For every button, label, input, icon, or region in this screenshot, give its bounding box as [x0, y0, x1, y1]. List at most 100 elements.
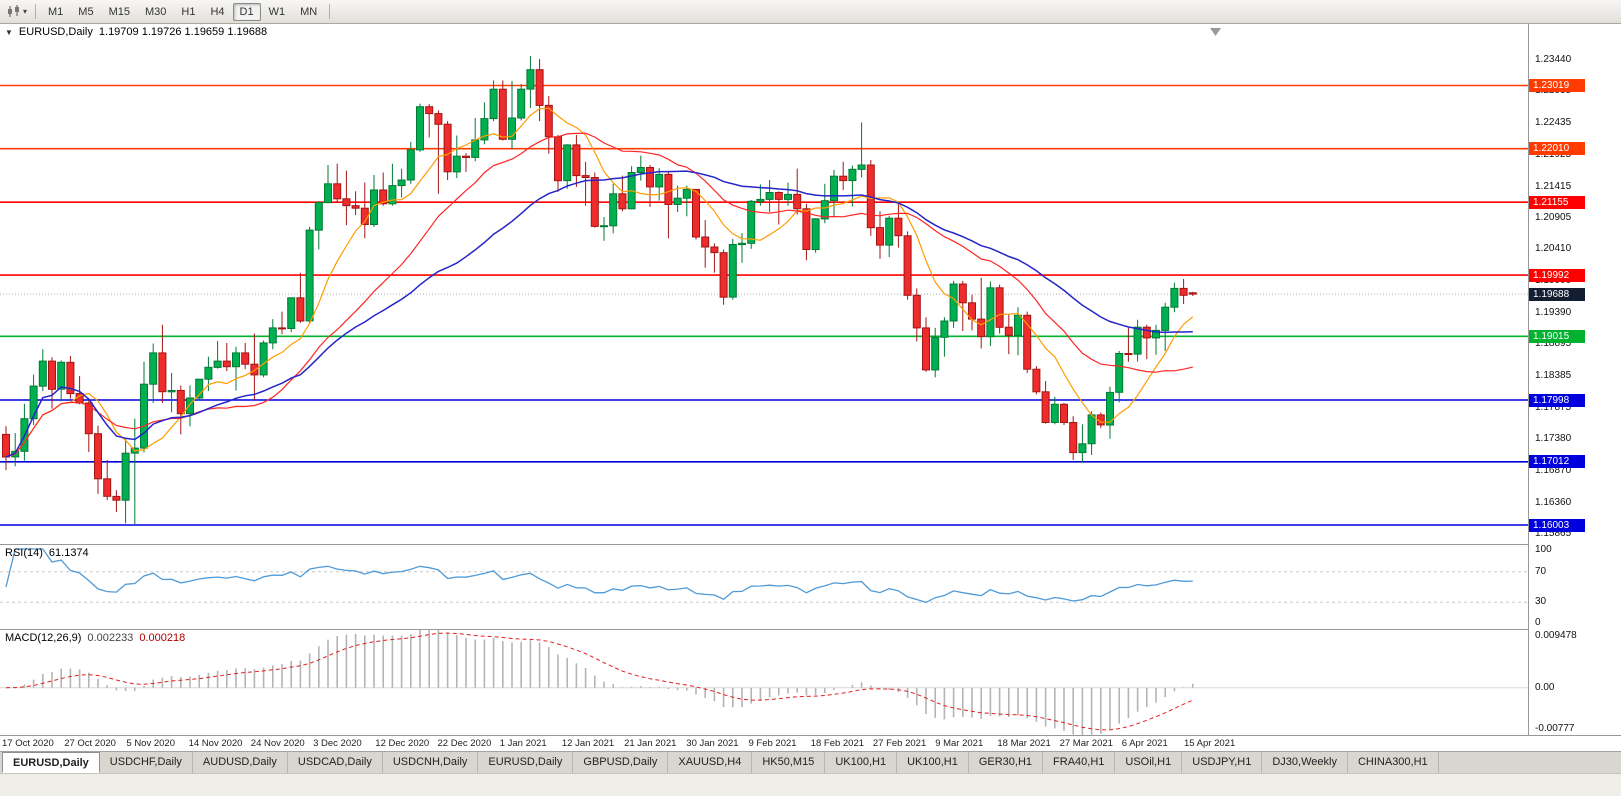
timeframe-button-w1[interactable]: W1 [268, 5, 286, 18]
hline-price-tag: 1.23019 [1529, 79, 1585, 92]
rsi-canvas[interactable] [0, 545, 1528, 629]
macd-axis-label: 0.009478 [1535, 630, 1577, 641]
price-axis-label: 1.18385 [1535, 370, 1572, 382]
time-axis[interactable]: 17 Oct 2020 27 Oct 2020 5 Nov 2020 14 Nov 2… [0, 735, 1621, 752]
timeframe-button-h4[interactable]: H4 [210, 5, 225, 18]
rsi-line [5, 548, 1193, 604]
toolbar-separator [35, 4, 37, 19]
rsi-axis-label: 0 [1535, 617, 1541, 628]
rsi-value: 61.1374 [48, 547, 89, 559]
hline-price-tag: 1.19015 [1529, 329, 1585, 343]
ma-slow-line [5, 170, 1193, 458]
chart-tab-china300-h1[interactable]: CHINA300,H1 [1348, 752, 1439, 773]
chart-tab-usdcnh-daily[interactable]: USDCNH,Daily [383, 752, 479, 773]
candles [2, 56, 1197, 524]
chart-type-icon[interactable] [5, 4, 23, 20]
timeframe-button-m1[interactable]: M1 [48, 5, 64, 18]
rsi-axis[interactable]: 100 70 30 0 [1528, 544, 1621, 629]
chart-title: ▼ EURUSD,Daily 1.19709 1.19726 1.19659 1… [5, 26, 267, 38]
macd-histogram [14, 630, 1194, 735]
chart-tab-gbpusd-daily[interactable]: GBPUSD,Daily [573, 752, 669, 773]
timeframe-button-mn[interactable]: MN [300, 5, 318, 18]
price-axis-label: 1.20410 [1535, 243, 1572, 255]
chart-tab-usdcad-daily[interactable]: USDCAD,Daily [288, 752, 383, 773]
date-axis-label: 6 Apr 2021 [1121, 738, 1168, 749]
status-strip [0, 773, 1621, 796]
chart-tab-uk100-h1[interactable]: UK100,H1 [825, 752, 898, 773]
date-axis-label: 18 Mar 2021 [997, 738, 1051, 749]
hline-price-tag: 1.22010 [1529, 142, 1585, 156]
chart-tab-ger30-h1[interactable]: GER30,H1 [969, 752, 1044, 773]
chart-tab-hk50-m15[interactable]: HK50,M15 [752, 752, 826, 773]
toolbar-separator [329, 4, 331, 19]
price-axis-label: 1.21415 [1535, 180, 1572, 192]
date-axis-label: 27 Oct 2020 [64, 738, 116, 749]
price-axis-label: 1.15865 [1535, 528, 1572, 540]
date-axis-label: 22 Dec 2020 [437, 738, 492, 749]
macd-signal-value: 0.000218 [139, 632, 186, 644]
macd-signal-line [5, 632, 1193, 731]
hline-price-tag: 1.21155 [1529, 195, 1585, 209]
chart-tab-dj30-weekly[interactable]: DJ30,Weekly [1262, 752, 1348, 773]
timeframe-toolbar: ▾ M1 M5 M15 M30 H1 H4 D1 W1 MN [0, 0, 1621, 24]
chart-tab-uk100-h1[interactable]: UK100,H1 [897, 752, 969, 773]
price-axis-label: 1.22435 [1535, 116, 1572, 128]
rsi-title: RSI(14) 61.1374 [5, 547, 89, 559]
price-axis-label: 1.19390 [1535, 307, 1572, 319]
macd-axis-label: -0.00777 [1535, 723, 1575, 734]
timeframe-button-d1[interactable]: D1 [232, 2, 261, 21]
rsi-axis-label: 70 [1535, 565, 1547, 577]
collapse-icon[interactable]: ▼ [5, 28, 13, 37]
timeframe-button-m30[interactable]: M30 [144, 5, 167, 18]
chart-tabbar: EURUSD,Daily USDCHF,Daily AUDUSD,Daily USDC… [0, 751, 1621, 773]
main-chart-panel: ▼ EURUSD,Daily 1.19709 1.19726 1.19659 1… [0, 24, 1528, 544]
timeframe-button-m15[interactable]: M15 [108, 5, 130, 18]
price-axis-label: 1.20905 [1535, 212, 1572, 224]
macd-canvas[interactable] [0, 630, 1528, 735]
rsi-label: RSI(14) [5, 547, 43, 559]
date-axis-label: 3 Dec 2020 [313, 738, 362, 749]
chart-symbol: EURUSD,Daily [18, 26, 93, 38]
price-axis-label: 1.17875 [1535, 402, 1572, 414]
date-axis-label: 21 Jan 2021 [624, 738, 677, 749]
hline-price-tag: 1.17012 [1529, 455, 1585, 469]
hline-price-tag: 1.16003 [1529, 518, 1585, 532]
chart-tab-xauusd-h4[interactable]: XAUUSD,H4 [668, 752, 753, 773]
macd-main-value: 0.002233 [87, 632, 134, 644]
price-axis-label: 1.16870 [1535, 465, 1572, 477]
chart-tab-usdjpy-h1[interactable]: USDJPY,H1 [1182, 752, 1263, 773]
chart-shift-marker-icon[interactable] [1210, 28, 1221, 36]
date-axis-label: 17 Oct 2020 [2, 738, 54, 749]
date-axis-label: 30 Jan 2021 [686, 738, 739, 749]
rsi-panel: RSI(14) 61.1374 [0, 544, 1528, 629]
rsi-axis-label: 30 [1535, 596, 1547, 608]
timeframe-button-h1[interactable]: H1 [181, 5, 196, 18]
chart-tab-eurusd-daily[interactable]: EURUSD,Daily [478, 752, 574, 773]
price-axis-label: 1.18895 [1535, 338, 1572, 350]
date-axis-label: 18 Feb 2021 [810, 738, 865, 749]
hline-price-tag: 1.17998 [1529, 393, 1585, 407]
macd-panel: MACD(12,26,9) 0.002233 0.000218 [0, 629, 1528, 735]
date-axis-label: 9 Feb 2021 [748, 738, 797, 749]
date-axis-label: 15 Apr 2021 [1184, 738, 1236, 749]
chart-tab-usoil-h1[interactable]: USOil,H1 [1115, 752, 1183, 773]
date-axis-label: 12 Jan 2021 [561, 738, 615, 749]
timeframe-buttons: M1 M5 M15 M30 H1 H4 D1 W1 MN [41, 2, 324, 21]
main-chart-canvas[interactable] [0, 24, 1528, 544]
chart-type-dropdown-icon[interactable]: ▾ [23, 7, 28, 16]
chart-tab-eurusd-daily[interactable]: EURUSD,Daily [2, 752, 100, 773]
hline-price-tag: 1.19992 [1529, 268, 1585, 282]
date-axis-label: 27 Mar 2021 [1059, 738, 1113, 749]
price-axis[interactable]: 1.234401.229351.224351.219251.214151.209… [1528, 24, 1621, 544]
chart-tab-usdchf-daily[interactable]: USDCHF,Daily [100, 752, 193, 773]
macd-label: MACD(12,26,9) [5, 632, 82, 644]
date-axis-label: 14 Nov 2020 [188, 738, 243, 749]
date-axis-label: 24 Nov 2020 [250, 738, 305, 749]
timeframe-button-m5[interactable]: M5 [78, 5, 94, 18]
macd-axis[interactable]: 0.009478 0.00 -0.00777 [1528, 629, 1621, 735]
chart-tab-audusd-daily[interactable]: AUDUSD,Daily [193, 752, 288, 773]
chart-tab-fra40-h1[interactable]: FRA40,H1 [1043, 752, 1116, 773]
date-axis-label: 5 Nov 2020 [126, 738, 175, 749]
ma-fast-line [5, 107, 1194, 458]
